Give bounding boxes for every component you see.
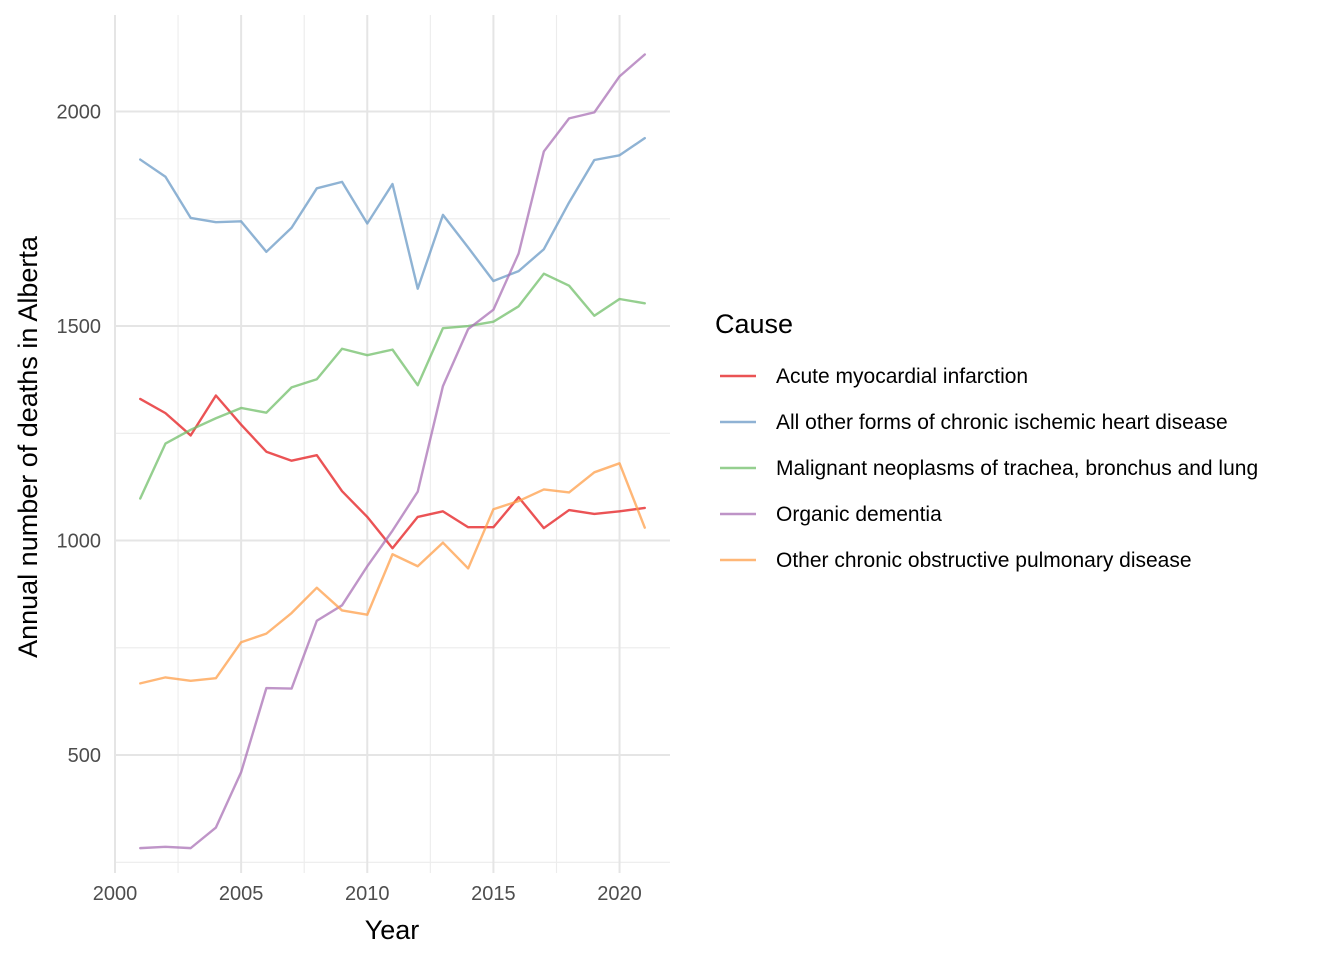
series-line-1: [139, 394, 646, 550]
x-axis-ticks: 2000 2005 2010 2015 2020: [93, 883, 642, 905]
x-tick-label: 2000: [93, 883, 138, 905]
legend-label: Organic dementia: [776, 503, 942, 526]
legend-label: Other chronic obstructive pulmonary dise…: [776, 549, 1192, 572]
legend-item: Organic dementia: [720, 503, 942, 526]
series-line-4: [139, 53, 646, 850]
y-axis-title: Annual number of deaths in Alberta: [13, 235, 43, 658]
legend-label: All other forms of chronic ischemic hear…: [776, 411, 1228, 434]
series-line-2: [139, 136, 646, 290]
x-axis-title: Year: [365, 915, 420, 945]
legend-items: Acute myocardial infarction All other for…: [720, 365, 1258, 572]
y-tick-label: 2000: [57, 102, 102, 124]
x-tick-label: 2015: [471, 883, 516, 905]
y-tick-label: 1000: [57, 531, 102, 553]
legend-item: Acute myocardial infarction: [720, 365, 1028, 388]
y-axis-ticks: 500 1000 1500 2000: [57, 102, 102, 768]
legend-label: Acute myocardial infarction: [776, 365, 1028, 388]
x-tick-label: 2010: [345, 883, 390, 905]
minor-gridlines: [115, 15, 670, 873]
y-tick-label: 1500: [57, 316, 102, 338]
legend-item: Malignant neoplasms of trachea, bronchus…: [720, 457, 1258, 480]
legend-title: Cause: [715, 309, 793, 339]
legend-label: Malignant neoplasms of trachea, bronchus…: [776, 457, 1258, 480]
y-tick-label: 500: [68, 745, 101, 767]
series-lines: [139, 53, 646, 850]
series-line-3: [139, 272, 646, 500]
series-line-5: [139, 462, 646, 685]
x-tick-label: 2005: [219, 883, 264, 905]
legend: Cause Acute myocardial infarction All oth…: [715, 309, 1258, 572]
major-gridlines: [114, 15, 670, 873]
legend-item: All other forms of chronic ischemic hear…: [720, 411, 1228, 434]
x-tick-label: 2020: [597, 883, 642, 905]
legend-item: Other chronic obstructive pulmonary dise…: [720, 549, 1192, 572]
